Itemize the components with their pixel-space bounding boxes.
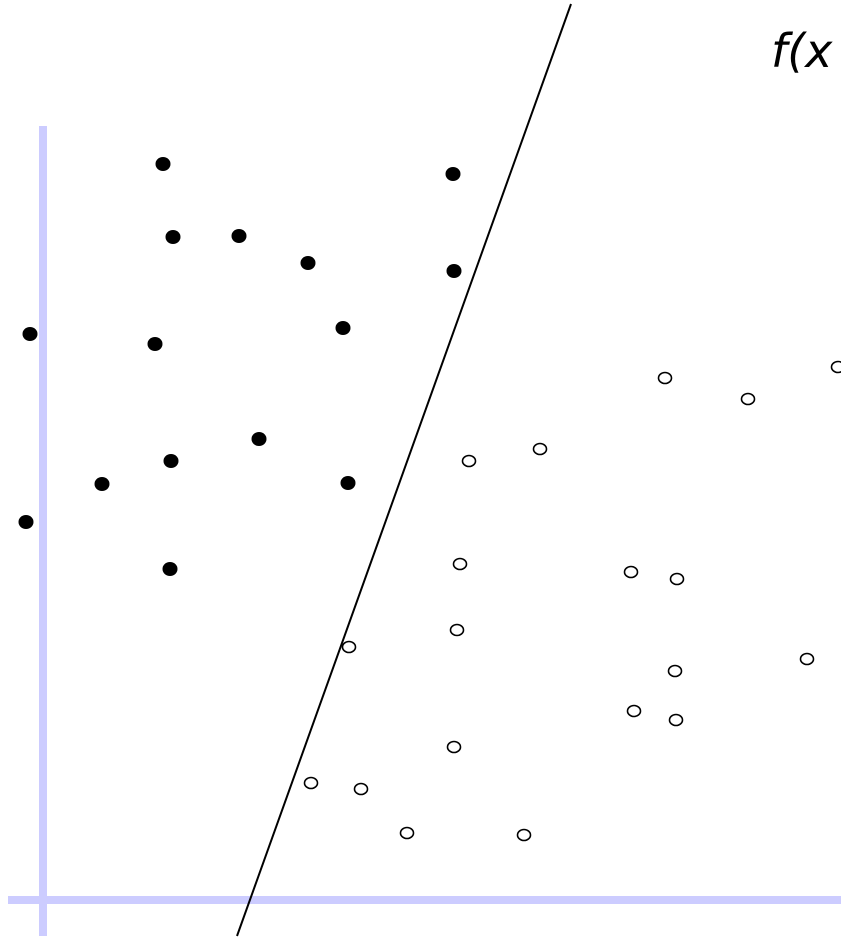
hollow-point [657,371,673,385]
filled-point [155,157,171,171]
function-label: f(x [771,24,833,78]
filled-points-group [18,157,462,576]
hollow-point [461,454,477,468]
hollow-point [399,826,415,840]
hollow-points-group [303,360,841,842]
filled-point [147,337,163,351]
filled-point [335,321,351,335]
hollow-point [532,442,548,456]
hollow-point [623,565,639,579]
filled-point [231,229,247,243]
hollow-point [516,828,532,842]
hollow-point [446,740,462,754]
filled-point [18,515,34,529]
filled-point [163,454,179,468]
hollow-point [452,557,468,571]
hollow-point [341,640,357,654]
hollow-point [740,392,756,406]
filled-point [162,562,178,576]
hollow-point [830,360,841,374]
hollow-point [353,782,369,796]
decision-boundary-line [236,3,572,937]
filled-point [446,264,462,278]
filled-point [22,327,38,341]
hollow-point [669,572,685,586]
filled-point [445,167,461,181]
filled-point [251,432,267,446]
hollow-point [303,776,319,790]
filled-point [94,477,110,491]
hollow-point [449,623,465,637]
filled-point [340,476,356,490]
filled-point [165,230,181,244]
hollow-point [799,652,815,666]
hollow-point [667,664,683,678]
hollow-point [626,704,642,718]
hollow-point [668,713,684,727]
filled-point [300,256,316,270]
